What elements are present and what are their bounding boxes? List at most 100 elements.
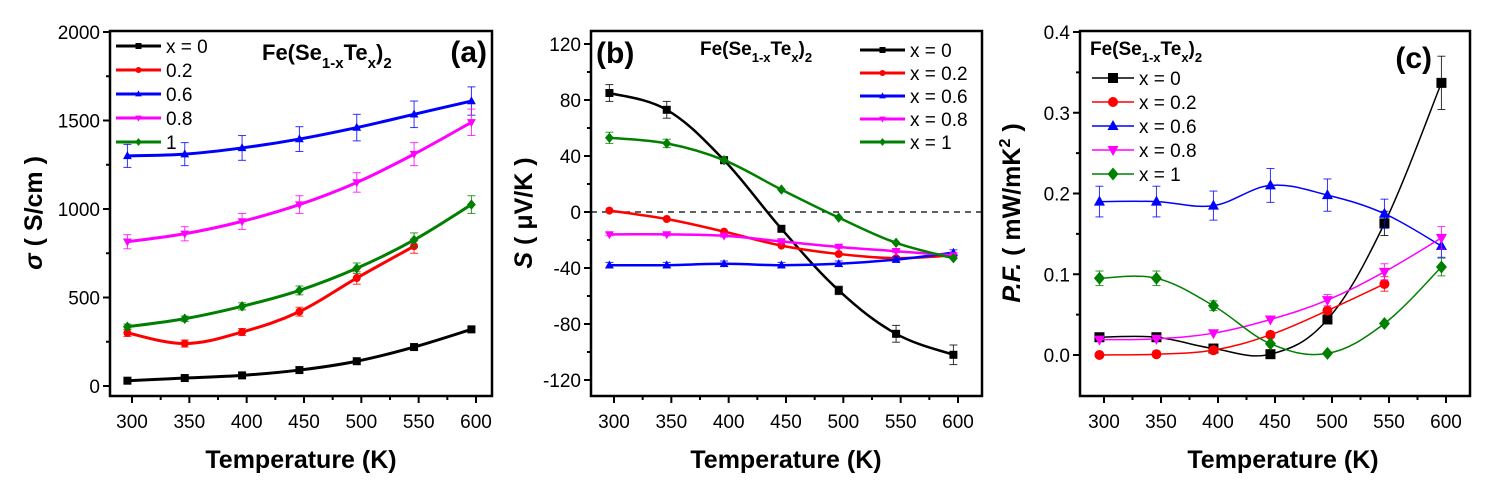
legend: x = 0 0.2 0.6 0.8 1 [116,37,208,154]
y-axis-unit: ( mW/mK [998,148,1026,263]
data-point [662,260,672,269]
x-tick-label: 350 [173,412,205,433]
data-point [1435,260,1447,274]
data-point [662,215,671,223]
data-point [1321,346,1333,360]
x-tick-label: 550 [1373,412,1405,433]
y-tick-label: 0 [89,377,100,398]
data-point [467,119,476,128]
data-point [1150,271,1162,285]
legend-label: 1 [166,133,177,154]
x-tick-label: 500 [827,412,859,433]
data-point [891,254,901,263]
x-tick-label: 600 [942,412,974,433]
legend-item: x = 0 [1092,69,1181,90]
data-point [295,134,304,143]
legend-label: 0.8 [166,109,192,130]
compound-formula: Fe(Se1-xTex)2 [700,39,812,65]
series-x-0-2 [1094,276,1390,360]
legend-marker [1107,146,1119,156]
y-tick-label: 500 [68,289,100,310]
data-point [410,343,419,352]
data-point [1093,335,1105,346]
data-point [1207,329,1219,340]
legend-item: x = 0.2 [1092,93,1197,114]
data-point [1150,195,1162,206]
series-x-1 [1093,257,1447,360]
legend-item: 0.2 [116,61,192,82]
legend-item: x = 0.8 [1092,141,1197,162]
data-point [605,89,614,97]
data-point [352,274,361,283]
y-tick-label: 0 [570,203,581,224]
x-tick-label: 350 [655,412,687,433]
x-tick-label: 550 [885,412,917,433]
x-tick-label: 500 [345,412,377,433]
legend-label: x = 0.6 [1139,117,1197,138]
compound-formula: Fe(Se1-xTex)2 [1090,39,1202,65]
data-point [1093,271,1105,285]
data-point [834,250,843,258]
data-point [180,374,189,383]
data-point [467,199,476,210]
data-point [409,234,419,246]
legend-marker [135,90,142,97]
data-point [1094,350,1105,360]
data-point [891,237,901,248]
legend-item: x = 1 [1092,165,1181,186]
data-point [295,285,304,296]
data-point [834,286,843,295]
panel-label: (b) [596,37,634,70]
legend-marker [1108,73,1118,83]
y-tick-label: 0.3 [1044,104,1070,125]
y-tick-label: 1000 [58,200,100,221]
data-point [123,321,132,332]
plot-frame [589,29,984,398]
legend-label: x = 0.8 [1139,141,1197,162]
data-point [1321,189,1333,200]
legend-item: x = 0.6 [860,87,968,108]
data-marks [1093,55,1447,360]
y-tick-label: 0.0 [1044,346,1070,367]
y-tick-label: -120 [543,371,581,392]
y-tick-label: 0.1 [1044,265,1070,286]
y-axis-unit: ( S/cm ) [20,156,48,253]
axis-ticks: 300 350 400 450 500 550 600 0.0 0.1 0.2 0.3 0.4 [1044,23,1462,433]
data-point [1207,199,1219,210]
data-point [295,201,304,210]
legend-item: 0.8 [116,109,192,130]
y-axis-title: P.F. ( mW/mK2 ) [997,123,1026,302]
data-point [777,260,786,269]
legend: x = 0 x = 0.2 x = 0.6 x = 0.8 x = 1 [1092,69,1197,186]
y-tick-label: -80 [554,315,581,336]
data-point [180,339,189,348]
data-point [295,366,304,375]
data-point [1264,337,1276,351]
legend-marker [135,67,142,73]
data-point [352,357,361,366]
data-point [777,238,786,247]
data-point [662,231,672,240]
data-point [467,96,476,105]
data-point [777,224,786,233]
x-tick-label: 600 [1430,412,1462,433]
data-point [409,109,419,118]
data-point [719,232,729,241]
legend-marker [135,138,142,146]
data-point [605,206,614,215]
data-marks [123,86,476,385]
data-point [891,248,901,256]
legend-item: 0.6 [116,85,192,106]
legend: x = 0x = 0.2x = 0.6x = 0.8x = 1 [860,41,968,154]
x-tick-label: 400 [1202,412,1234,433]
legend-marker [1108,97,1118,107]
legend-item: 1 [116,133,177,154]
legend-item: x = 0.2 [860,64,968,85]
legend-label: x = 0 [166,37,208,58]
legend-label: x = 0.6 [910,87,968,108]
data-point [1378,267,1390,278]
series-x-0-6 [605,247,958,269]
data-point [1265,329,1276,340]
series-x-0 [605,84,958,366]
y-tick-label: 40 [560,147,581,168]
